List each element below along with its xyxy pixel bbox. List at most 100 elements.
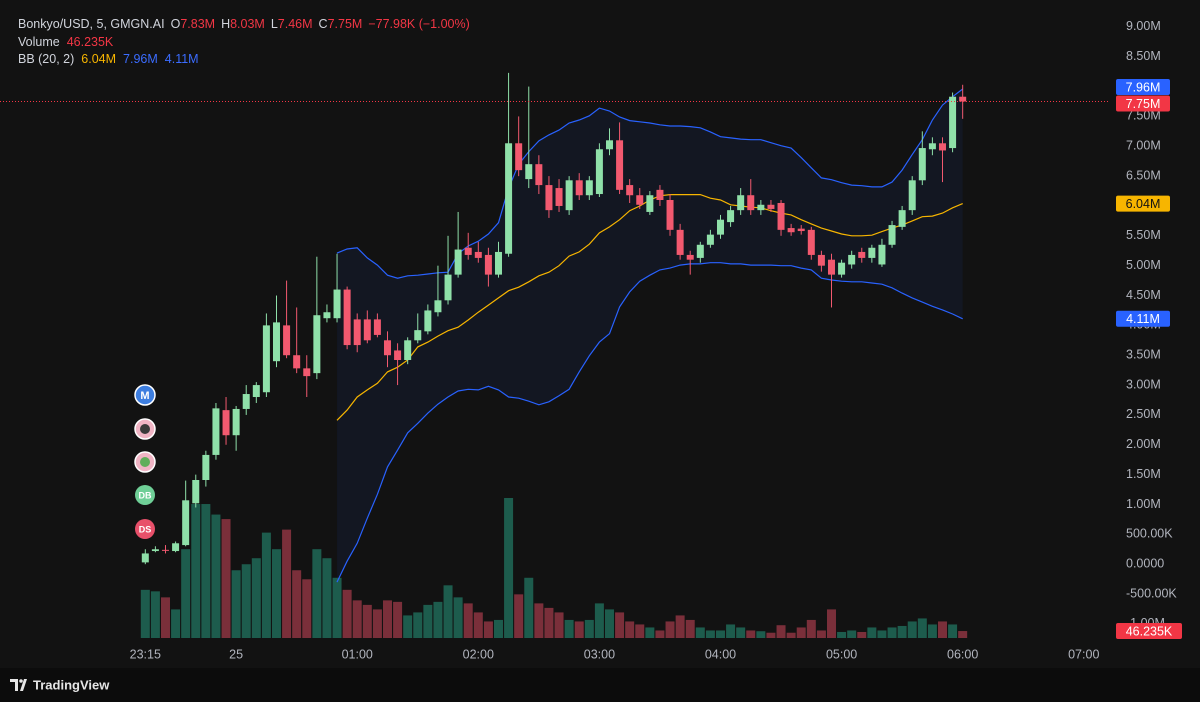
candle-body <box>838 262 846 275</box>
volume-bar <box>746 630 756 638</box>
candle-body <box>636 195 644 205</box>
candle-body <box>303 368 311 377</box>
marker-m[interactable] <box>134 384 156 406</box>
last-price-badge: 7.75M <box>1126 97 1161 111</box>
legend-volume: Volume 46.235K <box>18 35 114 49</box>
candle-body <box>898 210 906 227</box>
y-tick-label: 3.50M <box>1126 348 1161 362</box>
volume-bar <box>342 589 352 638</box>
volume-bar <box>221 519 231 638</box>
volume-bar <box>201 504 211 638</box>
candle-body <box>434 300 442 313</box>
bb-lower-line <box>336 262 963 583</box>
volume-bar <box>705 630 715 638</box>
candle-body <box>404 340 412 360</box>
volume-bar <box>382 600 392 638</box>
candle-body <box>192 480 200 504</box>
volume-bar <box>514 594 524 638</box>
volume-bar <box>635 624 645 638</box>
bb-lower-badge-bg <box>1116 310 1170 327</box>
candle-body <box>464 247 472 255</box>
volume-bar <box>372 609 382 638</box>
y-tick-label: 4.50M <box>1126 288 1161 302</box>
x-tick-label: 07:00 <box>1068 647 1099 661</box>
bb-label: BB (20, 2) <box>18 52 74 66</box>
candle-body <box>333 289 341 319</box>
candle-body <box>484 254 492 275</box>
volume-bar <box>393 601 403 638</box>
candle-body <box>545 185 553 211</box>
volume-bar <box>887 627 897 638</box>
candle-body <box>575 180 583 196</box>
high-value: 8.03M <box>230 17 265 31</box>
volume-bar <box>423 604 433 638</box>
volume-bar <box>615 612 625 638</box>
volume-bar <box>403 615 413 638</box>
candle-body <box>656 189 664 200</box>
x-tick-label: 04:00 <box>705 647 736 661</box>
open-label: O <box>171 17 181 31</box>
y-tick-label: 8.50M <box>1126 49 1161 63</box>
candle-body <box>787 228 795 233</box>
candle-body <box>777 202 785 230</box>
candle-body <box>414 330 422 341</box>
volume-bar <box>786 632 796 638</box>
bb-upper-line <box>336 88 964 279</box>
candle-body <box>666 200 674 230</box>
volume-bar <box>312 549 322 638</box>
volume-bar <box>655 630 665 638</box>
candle-body <box>313 315 321 374</box>
volume-label: Volume <box>18 35 60 49</box>
volume-bar <box>564 619 574 638</box>
marker-db-text: DB <box>139 490 152 500</box>
candle-body <box>585 180 593 196</box>
candle-body <box>505 143 513 254</box>
bb-lower-value: 4.11M <box>165 52 199 66</box>
volume-bar <box>766 632 776 638</box>
volume-bar <box>241 564 251 638</box>
candle-body <box>535 164 543 186</box>
volume-bar <box>948 624 958 638</box>
x-tick-label: 02:00 <box>463 647 494 661</box>
volume-bar <box>645 627 655 638</box>
volume-badge: 46.235K <box>1126 624 1173 638</box>
y-tick-label: 9.00M <box>1126 19 1161 33</box>
marker-ds[interactable] <box>135 519 155 539</box>
candle-body <box>848 254 856 265</box>
volume-bar <box>736 627 746 638</box>
volume-bar <box>544 607 554 638</box>
footer-background <box>0 668 1200 702</box>
volume-bar <box>140 589 150 638</box>
volume-bar <box>715 630 725 638</box>
symbol: Bonkyo/USD, 5, GMGN.AI <box>18 17 165 31</box>
y-tick-label: 2.50M <box>1126 407 1161 421</box>
candle-body <box>605 140 613 150</box>
marker-db[interactable] <box>135 485 155 505</box>
close-label: C <box>319 17 328 31</box>
volume-bar <box>907 621 917 638</box>
candle-body <box>141 553 149 563</box>
y-tick-label: 2.00M <box>1126 437 1161 451</box>
candle-body <box>797 228 805 232</box>
volume-bar <box>413 612 423 638</box>
candle-body <box>444 274 452 301</box>
candle-body <box>172 543 180 552</box>
volume-bar <box>463 603 473 638</box>
volume-bar <box>332 577 342 638</box>
candle-body <box>888 225 896 245</box>
volume-bar <box>534 603 544 638</box>
candle-body <box>817 254 825 266</box>
volume-bar <box>473 612 483 638</box>
bb-upper-badge-bg <box>1116 78 1170 95</box>
x-tick-label: 25 <box>229 647 243 661</box>
candle-body <box>161 549 169 551</box>
volume-bar <box>362 604 372 638</box>
y-tick-label: 5.00M <box>1126 258 1161 272</box>
volume-bar <box>695 627 705 638</box>
volume-bar <box>322 558 332 638</box>
y-tick-label: 6.50M <box>1126 168 1161 182</box>
candle-body <box>716 219 724 235</box>
volume-bar <box>251 558 261 638</box>
candle-body <box>858 251 866 258</box>
